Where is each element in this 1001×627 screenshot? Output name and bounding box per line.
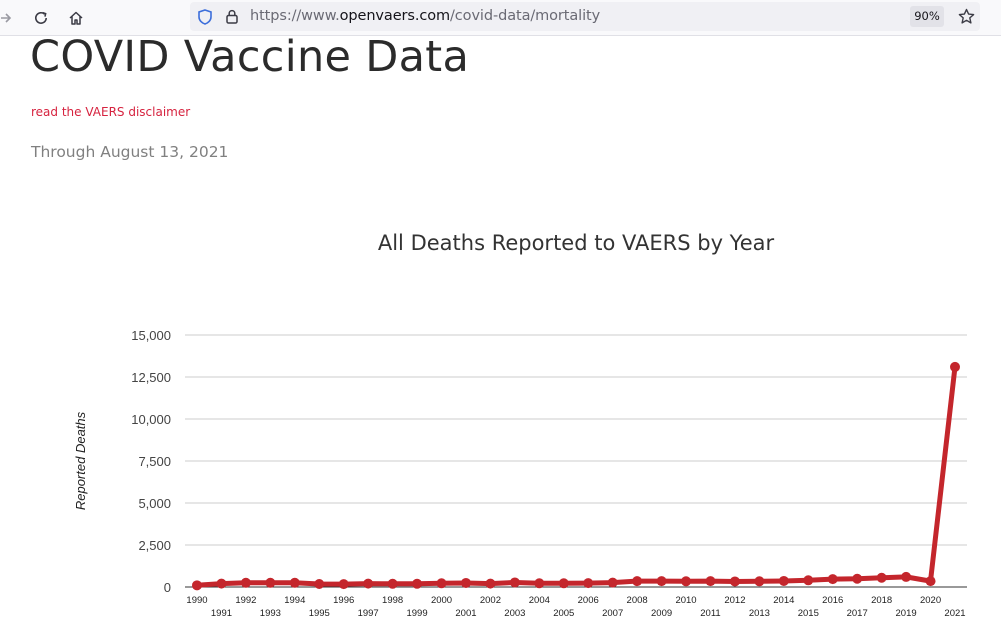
forward-arrow-icon[interactable] — [0, 0, 14, 35]
x-tick-label: 1998 — [382, 595, 403, 606]
x-tick-label: 2012 — [724, 595, 745, 606]
x-tick-label: 2016 — [822, 595, 843, 606]
data-point[interactable] — [192, 580, 202, 591]
data-point[interactable] — [509, 577, 520, 588]
data-point[interactable] — [460, 577, 471, 588]
x-tick-label: 2020 — [920, 595, 941, 606]
data-point[interactable] — [778, 575, 789, 586]
y-tick-label: 10,000 — [131, 412, 171, 427]
data-point[interactable] — [852, 573, 863, 584]
data-point[interactable] — [338, 579, 349, 590]
x-tick-label: 2001 — [455, 608, 476, 619]
x-tick-label: 2013 — [749, 608, 770, 619]
x-tick-label: 2015 — [798, 608, 819, 619]
series-line — [194, 364, 958, 588]
data-point[interactable] — [656, 576, 667, 587]
y-axis-ticks: 0 2,500 5,000 7,500 10,000 12,500 15,000 — [131, 328, 171, 595]
data-point[interactable] — [705, 576, 716, 587]
url-host: openvaers.com — [339, 8, 451, 24]
data-point[interactable] — [240, 577, 251, 588]
x-tick-label: 2014 — [773, 595, 794, 606]
url-path: /covid-data/mortality — [450, 8, 601, 24]
x-tick-label: 2003 — [504, 608, 525, 619]
vaers-disclaimer-link[interactable]: read the VAERS disclaimer — [31, 105, 191, 119]
x-tick-label: 1996 — [333, 595, 354, 606]
x-tick-label: 2004 — [529, 595, 550, 606]
x-tick-label: 1990 — [186, 595, 207, 606]
x-tick-label: 1995 — [309, 608, 330, 619]
data-point[interactable] — [412, 578, 423, 589]
x-tick-label: 2010 — [675, 595, 696, 606]
x-tick-label: 2018 — [871, 595, 892, 606]
data-point[interactable] — [632, 576, 643, 587]
data-point[interactable] — [754, 576, 765, 587]
data-point[interactable] — [534, 578, 545, 589]
x-tick-label: 1999 — [406, 608, 427, 619]
data-point[interactable] — [876, 572, 887, 583]
data-point[interactable] — [950, 361, 960, 372]
x-tick-label: 1997 — [358, 608, 379, 619]
x-tick-label: 2005 — [553, 608, 574, 619]
page-title: COVID Vaccine Data — [30, 32, 470, 82]
data-point[interactable] — [803, 575, 814, 586]
data-point[interactable] — [314, 578, 325, 589]
x-tick-label: 2007 — [602, 608, 623, 619]
x-tick-label: 1992 — [235, 595, 256, 606]
deaths-by-year-chart: All Deaths Reported to VAERS by Year Rep… — [73, 231, 967, 619]
data-point[interactable] — [681, 576, 692, 587]
data-point[interactable] — [216, 578, 227, 589]
chart-grid — [185, 334, 967, 588]
url-prefix: https://www. — [250, 8, 340, 24]
lock-icon[interactable] — [223, 2, 241, 31]
y-tick-label: 12,500 — [131, 370, 171, 385]
y-tick-label: 15,000 — [131, 328, 171, 343]
data-point[interactable] — [485, 578, 496, 589]
y-tick-label: 7,500 — [138, 454, 171, 469]
home-icon[interactable] — [65, 0, 87, 35]
x-tick-label: 2006 — [578, 595, 599, 606]
reload-icon[interactable] — [30, 0, 52, 35]
url-bar[interactable]: https://www.openvaers.com/covid-data/mor… — [190, 2, 980, 31]
data-point[interactable] — [363, 578, 374, 589]
data-date-subtitle: Through August 13, 2021 — [31, 143, 229, 161]
x-tick-label: 2002 — [480, 595, 501, 606]
x-tick-label: 1991 — [211, 608, 232, 619]
data-point[interactable] — [583, 578, 594, 589]
x-tick-label: 2000 — [431, 595, 452, 606]
data-point[interactable] — [729, 576, 740, 587]
browser-toolbar: https://www.openvaers.com/covid-data/mor… — [0, 0, 1001, 36]
x-tick-label: 2021 — [944, 608, 965, 619]
data-point[interactable] — [265, 577, 276, 588]
x-tick-label: 2017 — [847, 608, 868, 619]
url-text[interactable]: https://www.openvaers.com/covid-data/mor… — [250, 2, 600, 31]
data-point[interactable] — [901, 571, 912, 582]
data-point[interactable] — [558, 578, 569, 589]
star-icon[interactable] — [955, 2, 977, 31]
x-tick-label: 2019 — [896, 608, 917, 619]
y-axis-label: Reported Deaths — [73, 411, 88, 510]
x-tick-label: 1993 — [260, 608, 281, 619]
data-point[interactable] — [925, 576, 936, 587]
y-tick-label: 5,000 — [138, 496, 171, 511]
data-point[interactable] — [387, 578, 398, 589]
x-tick-label: 2008 — [627, 595, 648, 606]
shield-icon[interactable] — [196, 2, 214, 31]
y-tick-label: 0 — [164, 580, 171, 595]
data-point[interactable] — [289, 577, 300, 588]
data-point[interactable] — [607, 577, 618, 588]
chart-title: All Deaths Reported to VAERS by Year — [378, 231, 775, 255]
y-tick-label: 2,500 — [138, 538, 171, 553]
data-point[interactable] — [436, 578, 447, 589]
chart-series — [192, 361, 960, 591]
x-tick-label: 2011 — [700, 608, 720, 619]
zoom-level-button[interactable]: 90% — [910, 6, 944, 27]
data-point[interactable] — [827, 574, 838, 585]
x-tick-label: 2009 — [651, 608, 672, 619]
x-tick-label: 1994 — [284, 595, 305, 606]
